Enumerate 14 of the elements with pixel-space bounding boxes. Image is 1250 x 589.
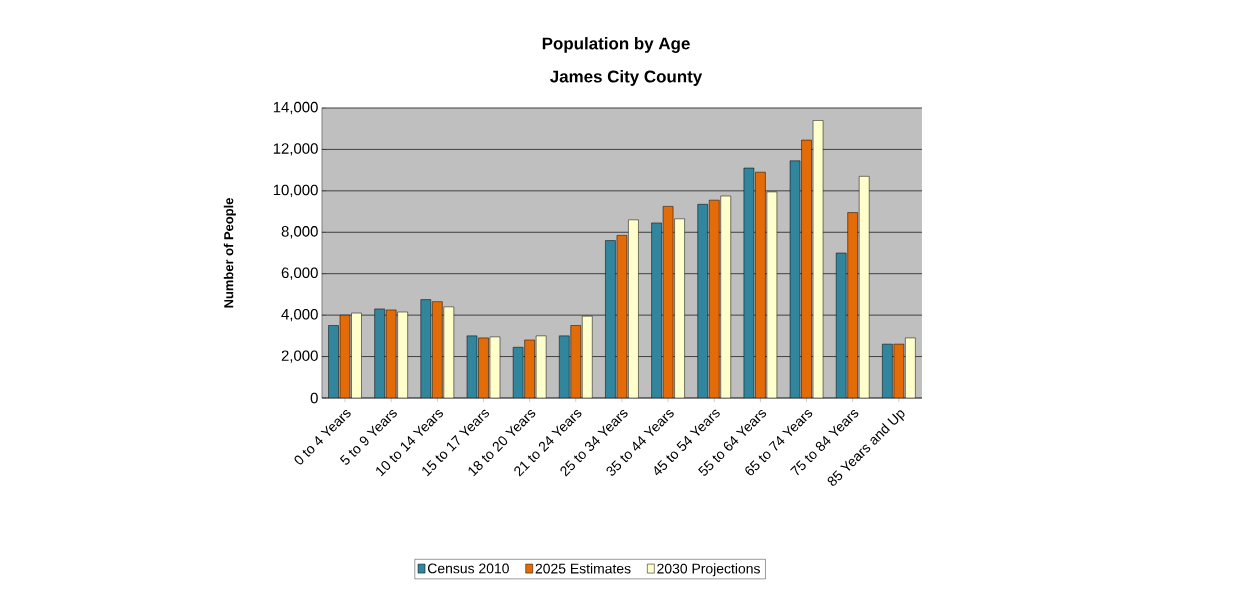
y-tick-label: 0 (310, 392, 318, 404)
legend-label: 2030 Projections (657, 563, 760, 577)
chart-subtitle: James City County (550, 70, 703, 86)
legend-label: Census 2010 (427, 563, 509, 574)
legend-label: 2025 Estimates (535, 563, 631, 574)
y-tick-label: 14,000 (273, 101, 318, 115)
y-axis-title: Number of People (223, 198, 236, 308)
y-tick-label: 2,000 (281, 350, 318, 363)
y-tick-label: 8,000 (281, 226, 318, 239)
y-tick-label: 12,000 (273, 143, 318, 156)
y-tick-label: 6,000 (281, 267, 318, 280)
chart-title: Population by Age (542, 37, 690, 53)
y-tick-label: 10,000 (273, 184, 318, 198)
y-tick-label: 4,000 (281, 308, 318, 322)
